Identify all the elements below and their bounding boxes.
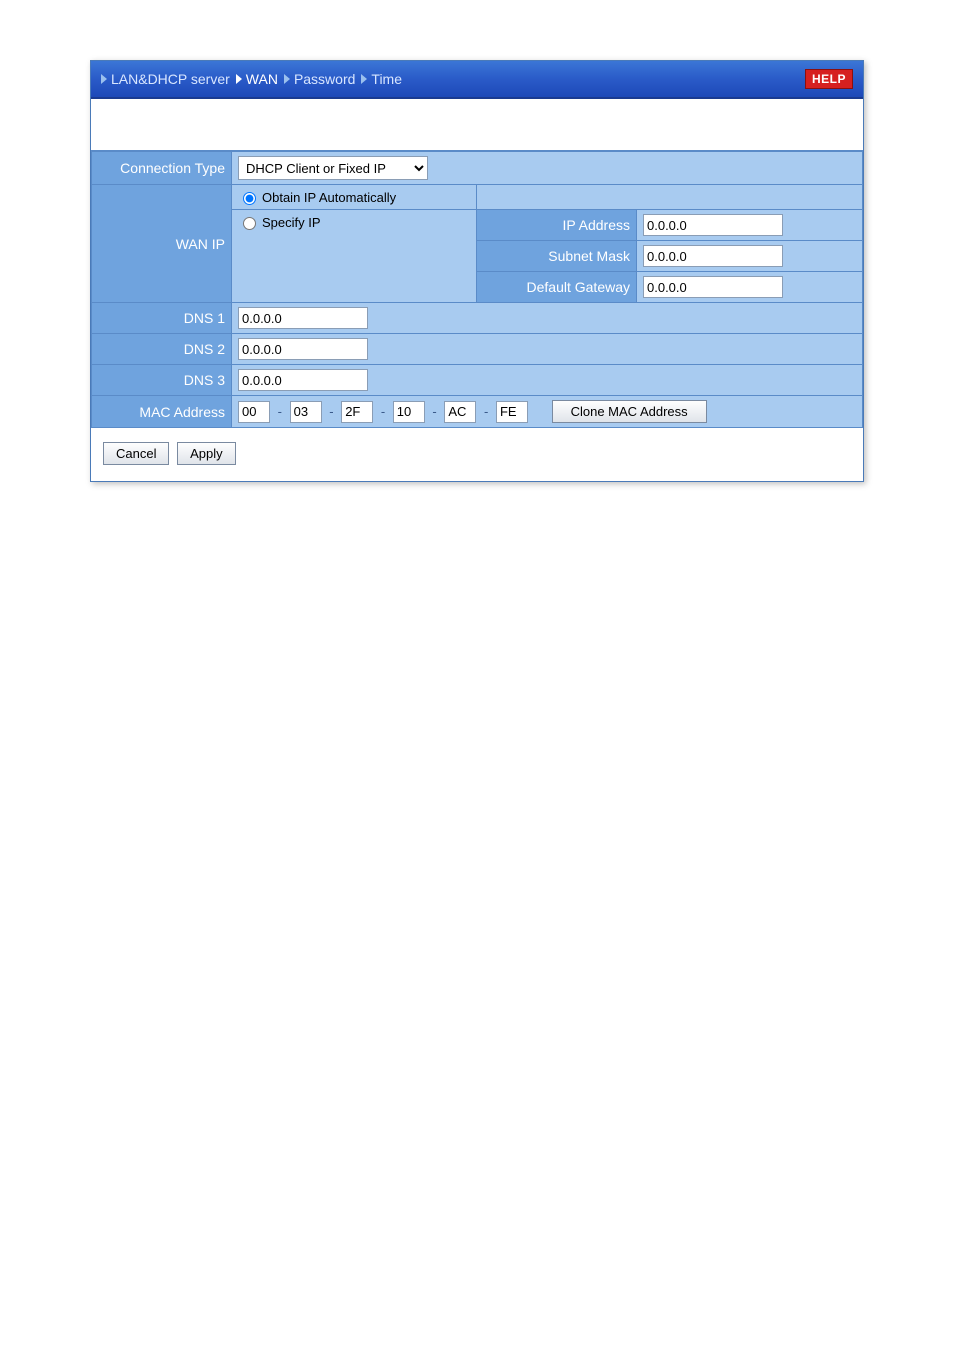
specify-ip-cell: Specify IP — [232, 210, 477, 303]
obtain-ip-cell: Obtain IP Automatically — [232, 185, 477, 210]
config-panel: LAN&DHCP server WAN Password Time HELP — [90, 60, 864, 482]
mac-octet-1[interactable] — [238, 401, 270, 423]
arrow-icon — [284, 74, 290, 84]
nav-tabs: LAN&DHCP server WAN Password Time — [101, 71, 402, 87]
ip-address-label: IP Address — [477, 210, 637, 241]
mac-separator: - — [381, 404, 385, 419]
apply-button[interactable]: Apply — [177, 442, 236, 465]
nav-label: LAN&DHCP server — [111, 71, 230, 87]
nav-label: WAN — [246, 71, 278, 87]
dns1-cell — [232, 303, 863, 334]
connection-type-select[interactable]: DHCP Client or Fixed IP — [238, 156, 428, 180]
arrow-icon — [101, 74, 107, 84]
mac-octet-4[interactable] — [393, 401, 425, 423]
mac-address-cell: - - - - - Clone MAC Address — [232, 396, 863, 428]
subnet-mask-input[interactable] — [643, 245, 783, 267]
nav-bar: LAN&DHCP server WAN Password Time HELP — [91, 61, 863, 99]
mac-separator: - — [278, 404, 282, 419]
dns1-input[interactable] — [238, 307, 368, 329]
dns3-label: DNS 3 — [92, 365, 232, 396]
action-buttons: Cancel Apply — [91, 428, 863, 481]
nav-item-lan-dhcp[interactable]: LAN&DHCP server — [101, 71, 230, 87]
mac-separator: - — [432, 404, 436, 419]
nav-item-time[interactable]: Time — [361, 71, 402, 87]
dns3-cell — [232, 365, 863, 396]
content-spacer — [91, 99, 863, 151]
nav-label: Time — [371, 71, 402, 87]
connection-type-label: Connection Type — [92, 152, 232, 185]
nav-item-password[interactable]: Password — [284, 71, 355, 87]
default-gateway-label: Default Gateway — [477, 272, 637, 303]
subnet-mask-cell — [637, 241, 863, 272]
mac-separator: - — [484, 404, 488, 419]
mac-octet-2[interactable] — [290, 401, 322, 423]
dns2-input[interactable] — [238, 338, 368, 360]
specify-ip-radio[interactable] — [243, 217, 256, 230]
ip-address-input[interactable] — [643, 214, 783, 236]
specify-ip-text: Specify IP — [262, 215, 321, 230]
help-label: HELP — [812, 72, 846, 86]
nav-label: Password — [294, 71, 355, 87]
cancel-button[interactable]: Cancel — [103, 442, 169, 465]
dns1-label: DNS 1 — [92, 303, 232, 334]
mac-separator: - — [329, 404, 333, 419]
dns3-input[interactable] — [238, 369, 368, 391]
specify-ip-radio-label[interactable]: Specify IP — [238, 214, 470, 230]
nav-item-wan[interactable]: WAN — [236, 71, 278, 87]
mac-octet-5[interactable] — [444, 401, 476, 423]
dns2-cell — [232, 334, 863, 365]
connection-type-cell: DHCP Client or Fixed IP — [232, 152, 863, 185]
mac-octet-6[interactable] — [496, 401, 528, 423]
help-button[interactable]: HELP — [805, 69, 853, 89]
subnet-mask-label: Subnet Mask — [477, 241, 637, 272]
wan-settings-table: Connection Type DHCP Client or Fixed IP … — [91, 151, 863, 428]
arrow-icon — [236, 74, 242, 84]
default-gateway-cell — [637, 272, 863, 303]
empty-cell — [477, 185, 863, 210]
mac-address-label: MAC Address — [92, 396, 232, 428]
obtain-ip-text: Obtain IP Automatically — [262, 190, 396, 205]
ip-address-cell — [637, 210, 863, 241]
mac-octet-3[interactable] — [341, 401, 373, 423]
dns2-label: DNS 2 — [92, 334, 232, 365]
obtain-ip-radio-label[interactable]: Obtain IP Automatically — [238, 189, 470, 205]
wan-ip-label: WAN IP — [92, 185, 232, 303]
clone-mac-button[interactable]: Clone MAC Address — [552, 400, 707, 423]
obtain-ip-radio[interactable] — [243, 192, 256, 205]
arrow-icon — [361, 74, 367, 84]
default-gateway-input[interactable] — [643, 276, 783, 298]
